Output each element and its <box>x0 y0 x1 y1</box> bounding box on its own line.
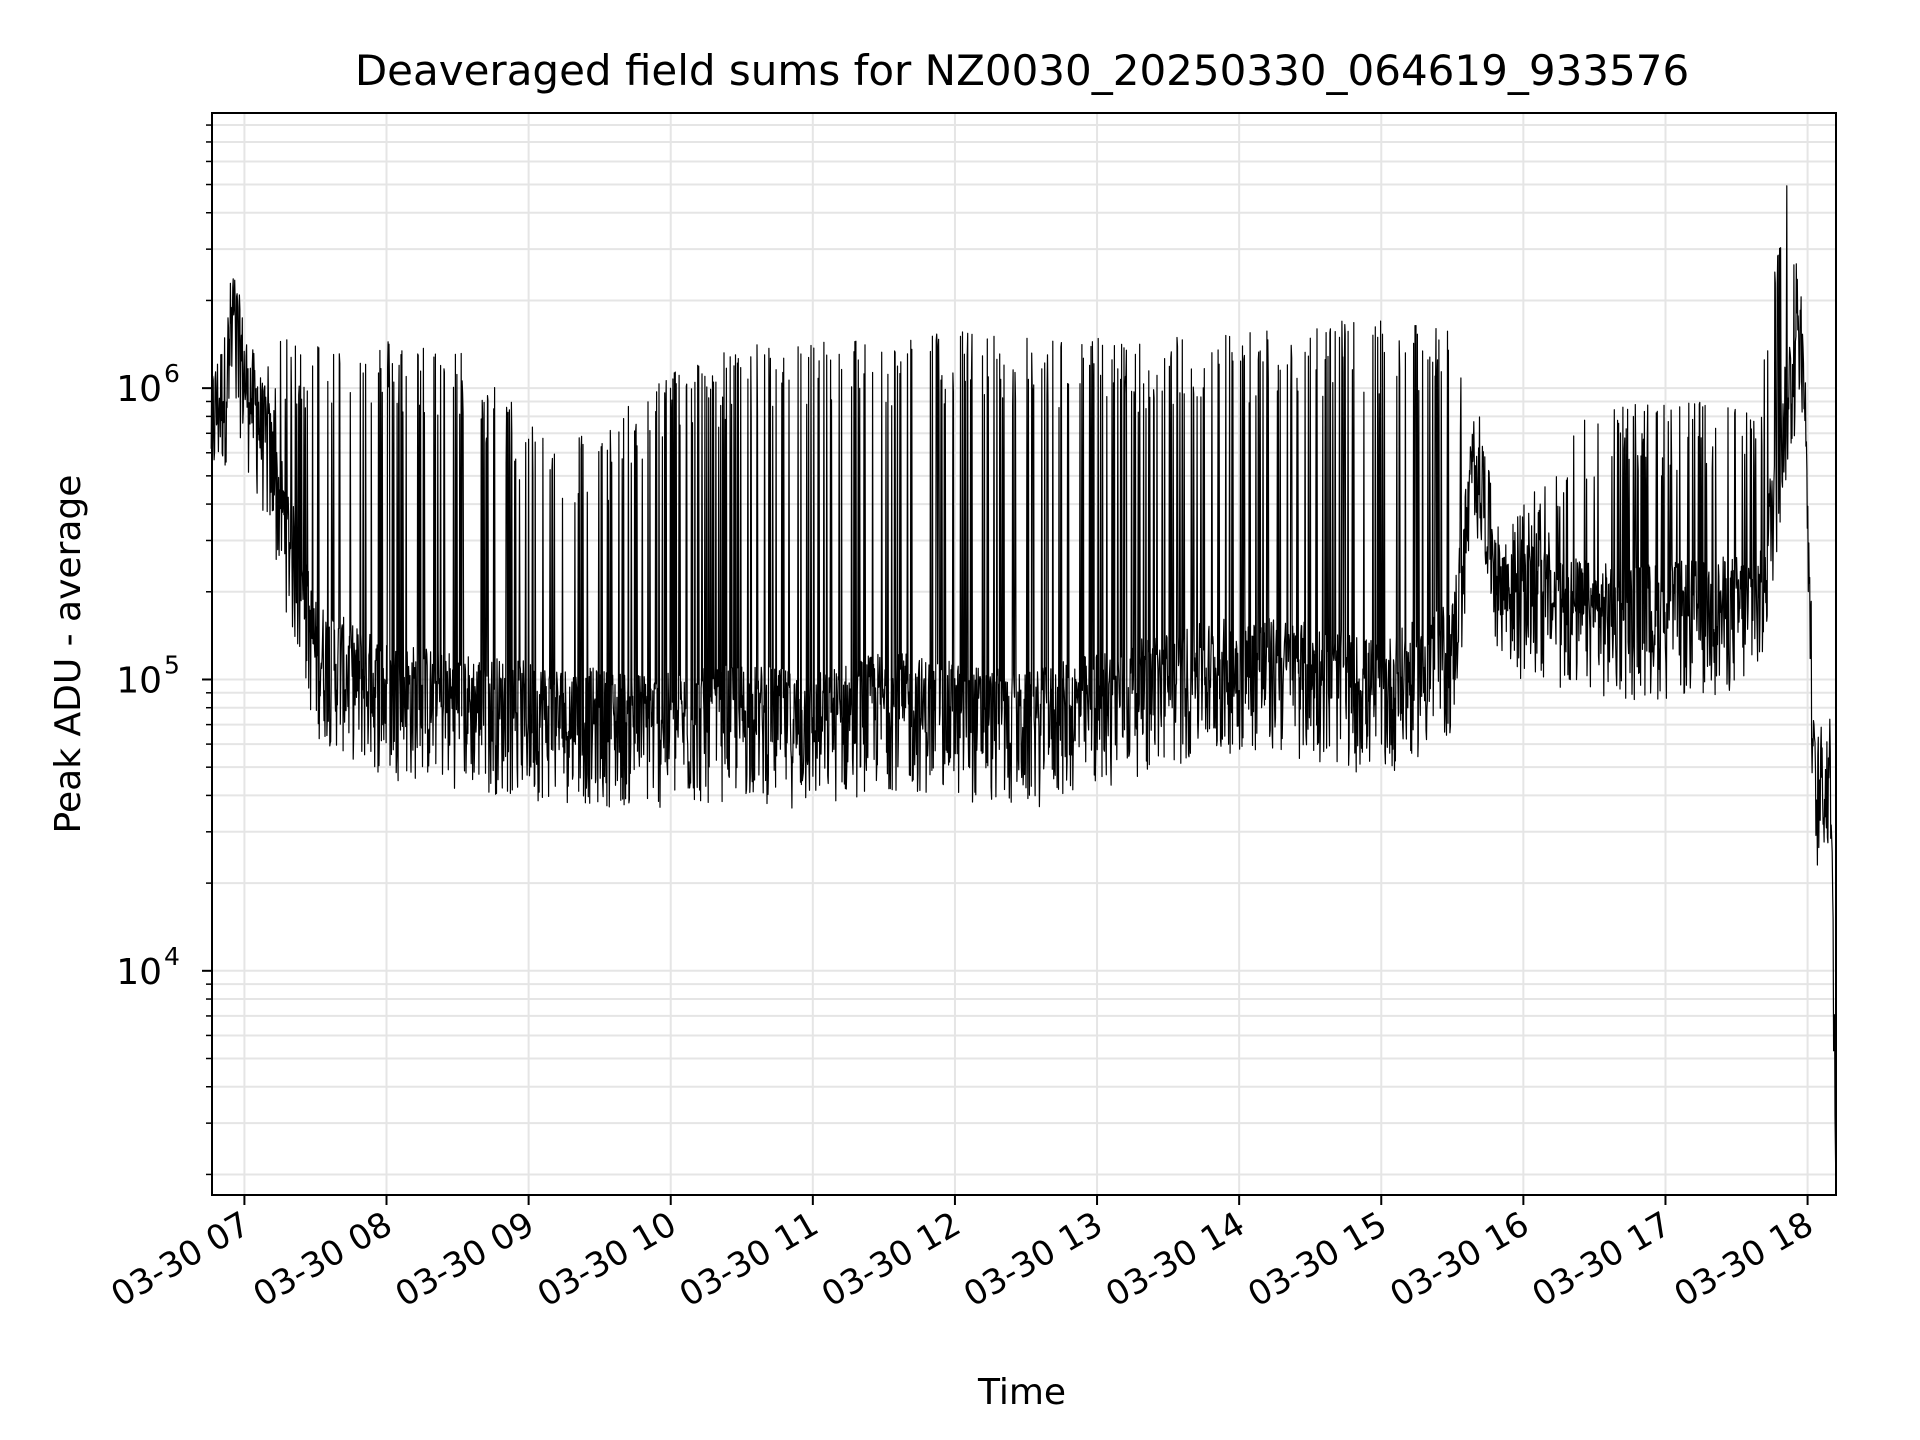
y-tick-label: 10 <box>116 952 162 993</box>
y-tick-exponent: 5 <box>164 650 180 679</box>
x-axis-label: Time <box>977 1372 1066 1413</box>
y-axis-label: Peak ADU - average <box>48 475 89 834</box>
y-tick-exponent: 6 <box>164 359 180 388</box>
series-line <box>210 185 1837 1196</box>
chart-title: Deaveraged field sums for NZ0030_2025033… <box>355 46 1689 95</box>
grid-lines <box>212 113 1836 1195</box>
series-trace <box>210 185 1837 1196</box>
y-tick-exponent: 4 <box>164 942 180 971</box>
y-tick-label: 10 <box>116 369 162 410</box>
y-tick-label: 10 <box>116 660 162 701</box>
plot-frame <box>211 112 1837 1196</box>
